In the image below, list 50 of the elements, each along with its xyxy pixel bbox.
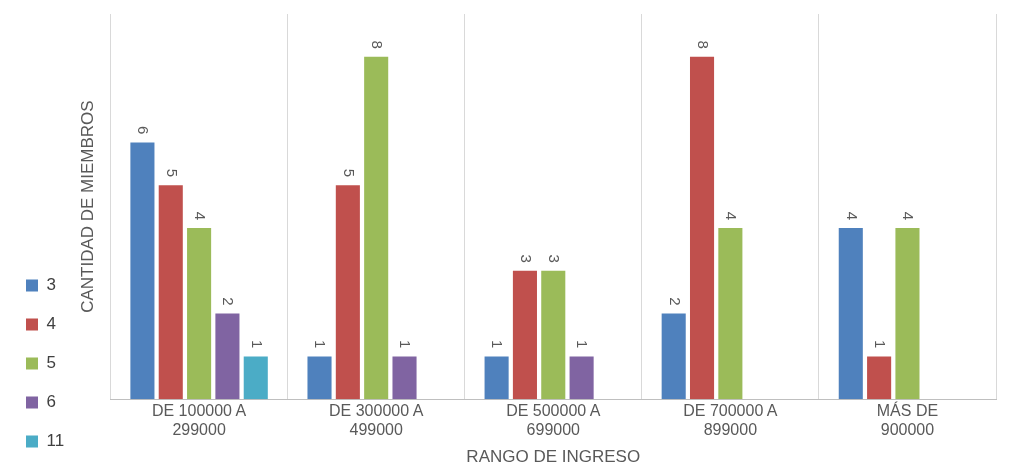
legend-label: 5	[46, 353, 56, 373]
data-label: 5	[163, 168, 181, 178]
bar	[541, 270, 566, 400]
bar	[243, 356, 268, 400]
data-label: 4	[843, 211, 861, 220]
bar	[838, 228, 863, 400]
bar	[895, 228, 920, 400]
bar	[130, 142, 155, 400]
legend-label: 6	[46, 392, 56, 412]
x-axis-title: RANGO DE INGRESO	[466, 447, 641, 467]
data-label: 3	[517, 254, 535, 263]
data-label: 1	[397, 340, 415, 349]
legend-label: 3	[46, 275, 56, 295]
legend-label: 4	[46, 314, 56, 334]
data-label: 1	[574, 340, 592, 349]
y-axis-title: CANTIDAD DE MIEMBROS	[78, 100, 98, 313]
data-label: 1	[871, 340, 889, 349]
data-label: 1	[489, 340, 507, 349]
data-label: 1	[248, 340, 266, 349]
bar	[661, 313, 686, 400]
data-label: 4	[191, 211, 209, 220]
bar	[867, 356, 892, 400]
bar	[392, 356, 417, 400]
legend-label: 11	[46, 431, 65, 451]
bar	[689, 56, 715, 400]
data-label: 2	[220, 297, 238, 306]
bar	[307, 356, 332, 400]
bar	[484, 356, 509, 400]
bar	[158, 185, 183, 400]
bar	[718, 228, 743, 400]
data-label: 1	[312, 340, 330, 349]
bar	[215, 313, 240, 400]
data-label: 4	[900, 211, 918, 220]
bar	[569, 356, 594, 400]
data-label: 8	[694, 40, 712, 49]
bar	[512, 270, 537, 400]
data-label: 4	[723, 211, 741, 220]
bar	[335, 185, 360, 400]
data-label: 6	[135, 126, 153, 135]
x-tick-label: DE 100000 A 299000	[151, 402, 247, 439]
bar	[364, 56, 389, 400]
x-tick-label: DE 700000 A 899000	[683, 402, 778, 439]
data-label: 8	[369, 40, 387, 49]
data-label: 5	[340, 168, 358, 178]
bar	[187, 228, 212, 400]
x-tick-label: DE 500000 A 699000	[506, 402, 601, 439]
x-tick-label: DE 300000 A 499000	[329, 402, 424, 439]
x-tick-label: MÁS DE 900000	[876, 401, 939, 439]
data-label: 2	[666, 297, 684, 306]
data-label: 3	[546, 254, 564, 263]
